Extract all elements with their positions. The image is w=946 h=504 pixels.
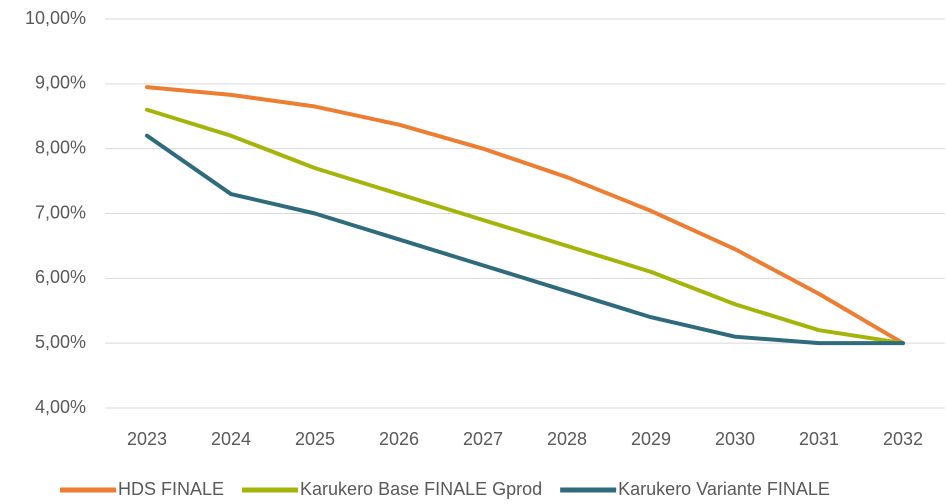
y-tick-label: 5,00% [35, 332, 86, 352]
x-tick-label: 2025 [295, 429, 335, 449]
y-tick-label: 7,00% [35, 202, 86, 222]
y-tick-label: 8,00% [35, 137, 86, 157]
x-tick-label: 2027 [463, 429, 503, 449]
y-tick-label: 10,00% [25, 8, 86, 28]
series-line [145, 107, 905, 346]
legend-label: Karukero Variante FINALE [618, 479, 830, 499]
y-tick-label: 4,00% [35, 397, 86, 417]
series-line [145, 85, 905, 346]
x-tick-label: 2030 [715, 429, 755, 449]
x-tick-label: 2032 [883, 429, 923, 449]
y-tick-label: 6,00% [35, 267, 86, 287]
x-tick-label: 2029 [631, 429, 671, 449]
x-tick-label: 2028 [547, 429, 587, 449]
legend-label: HDS FINALE [118, 479, 224, 499]
y-tick-label: 9,00% [35, 73, 86, 93]
x-tick-label: 2026 [379, 429, 419, 449]
x-tick-label: 2024 [211, 429, 251, 449]
legend-label: Karukero Base FINALE Gprod [300, 479, 542, 499]
series-line [145, 133, 905, 346]
x-tick-label: 2023 [127, 429, 167, 449]
x-tick-label: 2031 [799, 429, 839, 449]
